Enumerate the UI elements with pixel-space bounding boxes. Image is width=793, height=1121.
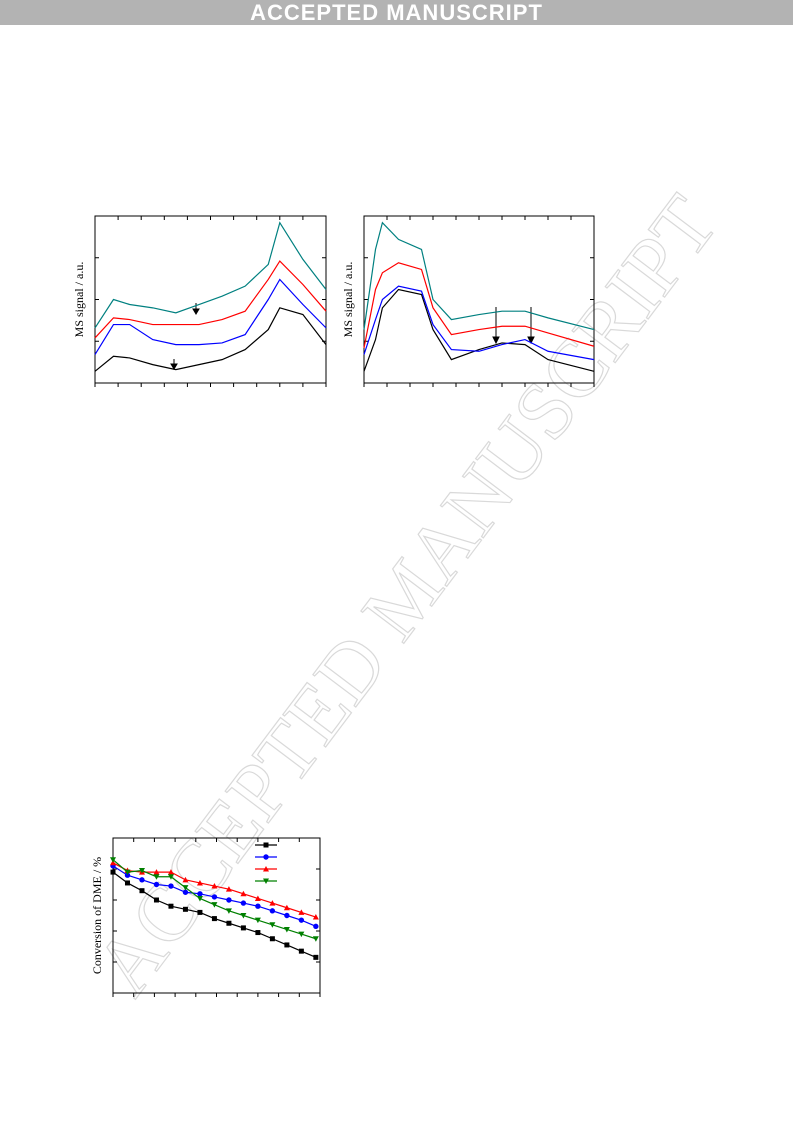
legend-marker: [263, 842, 269, 848]
marker: [255, 903, 261, 909]
marker: [211, 916, 217, 922]
marker: [138, 868, 145, 874]
marker: [312, 914, 319, 920]
legend-marker: [263, 866, 269, 872]
marker: [196, 895, 203, 902]
marker: [196, 879, 203, 886]
marker: [284, 912, 290, 919]
marker: [139, 888, 145, 894]
data-line: [363, 262, 595, 349]
marker: [298, 909, 305, 915]
arrows: [170, 303, 535, 370]
y-axis-label: Conversion of DME / %: [90, 857, 104, 974]
banner: ACCEPTED MANUSCRIPT: [0, 0, 793, 25]
marker: [269, 900, 276, 906]
marker: [167, 869, 174, 875]
marker: [182, 889, 189, 895]
marker: [168, 883, 174, 889]
marker: [226, 920, 232, 926]
marker: [153, 881, 160, 888]
marker: [269, 936, 275, 942]
marker: [269, 908, 276, 914]
marker: [182, 876, 189, 883]
marker: [124, 880, 130, 886]
marker: [254, 917, 261, 924]
marker: [254, 895, 261, 901]
marker: [313, 923, 319, 930]
marker: [313, 954, 319, 960]
marker: [110, 857, 116, 863]
marker: [124, 872, 131, 878]
data-line: [363, 285, 595, 361]
marker: [284, 942, 290, 948]
marker: [312, 936, 319, 942]
marker: [124, 869, 131, 876]
watermark: ACCEPTED MANUSCRIPT: [77, 179, 735, 1011]
data-line: [94, 260, 327, 339]
y-axis-label: MS signal / a.u.: [72, 262, 86, 338]
marker: [298, 917, 305, 923]
marker: [240, 900, 247, 906]
marker: [110, 869, 116, 875]
marker: [153, 874, 160, 880]
marker: [197, 891, 203, 897]
marker: [197, 909, 203, 915]
marker: [255, 930, 261, 936]
marker: [153, 869, 160, 875]
data-line: [94, 278, 327, 355]
marker: [153, 897, 159, 903]
data-line: [363, 288, 595, 372]
data-line: [94, 307, 327, 372]
marker: [225, 908, 232, 914]
marker: [211, 894, 218, 900]
marker: [225, 886, 232, 892]
marker: [283, 904, 290, 911]
marker: [298, 931, 305, 938]
marker: [168, 903, 174, 909]
marker: [283, 926, 290, 933]
marker: [240, 913, 247, 919]
marker: [167, 874, 174, 880]
legend-marker: [263, 878, 269, 884]
marker: [298, 948, 304, 954]
marker: [269, 922, 276, 928]
data-line: [363, 221, 595, 331]
marker: [240, 925, 246, 931]
marker: [182, 906, 188, 912]
data-line: [94, 221, 327, 329]
marker: [182, 885, 189, 891]
marker: [211, 883, 218, 889]
marker: [240, 890, 247, 897]
marker: [226, 897, 232, 903]
marker: [211, 902, 218, 908]
y-axis-label: MS signal / a.u.: [341, 262, 355, 338]
legend-marker: [263, 854, 269, 860]
marker: [139, 877, 145, 883]
